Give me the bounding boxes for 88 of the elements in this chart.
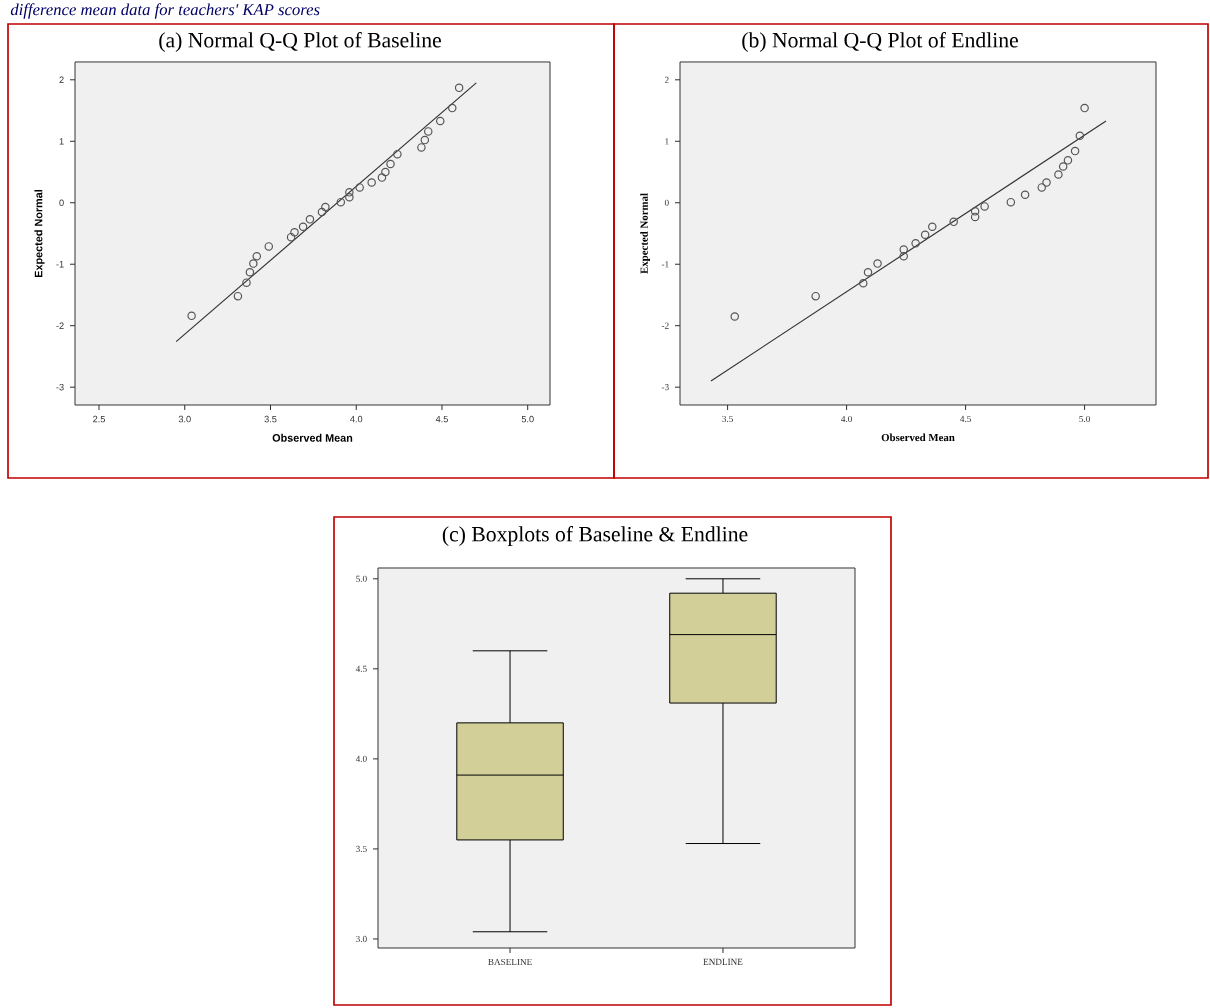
point bbox=[286, 232, 296, 242]
y-tick-label: -2 bbox=[661, 322, 669, 329]
point bbox=[355, 183, 364, 192]
point bbox=[321, 202, 330, 212]
y-tick-label: -3 bbox=[56, 383, 64, 391]
point bbox=[233, 291, 243, 301]
x-tick-label: 3.5 bbox=[722, 415, 733, 423]
x-axis-title: Observed Mean bbox=[272, 433, 353, 442]
point bbox=[242, 278, 251, 287]
point bbox=[1063, 156, 1073, 165]
y-tick-label: -2 bbox=[56, 322, 64, 329]
point bbox=[187, 311, 196, 321]
point bbox=[448, 103, 457, 113]
x-tick-label: BASELINE bbox=[488, 958, 532, 966]
y-axis-title: Expected Normal bbox=[34, 190, 45, 278]
point bbox=[420, 135, 430, 145]
point bbox=[336, 197, 346, 207]
x-axis-title: Observed Mean bbox=[881, 433, 955, 442]
point bbox=[1006, 197, 1016, 207]
point bbox=[1054, 170, 1063, 179]
point bbox=[899, 251, 908, 261]
x-tick-label: 5.0 bbox=[521, 415, 534, 423]
y-tick-label: 3.0 bbox=[356, 935, 367, 943]
point bbox=[949, 217, 958, 227]
point bbox=[345, 192, 354, 202]
point bbox=[305, 215, 315, 224]
point bbox=[1037, 183, 1047, 192]
y-tick-label: 1 bbox=[665, 138, 669, 145]
text: difference mean data for teachers' KAP scores bbox=[10, 3, 320, 19]
y-tick-label: -1 bbox=[661, 261, 669, 268]
point bbox=[298, 222, 308, 231]
chart-title: (c) Boxplots of Baseline & Endline bbox=[442, 526, 748, 546]
point bbox=[345, 188, 354, 197]
y-tick-label: 4.0 bbox=[355, 755, 367, 762]
point bbox=[393, 149, 402, 159]
point bbox=[252, 251, 262, 261]
point bbox=[1075, 131, 1085, 141]
point bbox=[424, 127, 433, 136]
point bbox=[970, 212, 980, 222]
y-tick-label: 1 bbox=[59, 138, 64, 145]
point bbox=[920, 230, 930, 239]
y-tick-label: -3 bbox=[661, 384, 669, 391]
x-tick-label: 4.5 bbox=[435, 415, 448, 423]
point bbox=[290, 228, 299, 237]
y-tick-label: 3.5 bbox=[356, 845, 367, 853]
point bbox=[970, 207, 980, 216]
point bbox=[1070, 146, 1080, 156]
point bbox=[1042, 178, 1051, 187]
chart-title: (b) Normal Q-Q Plot of Endline bbox=[742, 32, 1018, 52]
point bbox=[249, 259, 258, 268]
point bbox=[899, 245, 908, 254]
point bbox=[367, 178, 376, 187]
point bbox=[317, 207, 327, 217]
point bbox=[730, 312, 739, 321]
x-tick-label: 3.5 bbox=[264, 415, 277, 423]
y-tick-label: 0 bbox=[59, 199, 64, 206]
point bbox=[863, 267, 873, 277]
point bbox=[873, 259, 882, 268]
x-tick-label: 3.0 bbox=[178, 415, 191, 423]
point bbox=[454, 83, 464, 93]
point bbox=[1080, 103, 1089, 113]
point bbox=[1020, 190, 1030, 200]
point bbox=[436, 116, 445, 126]
x-tick-label: ENDLINE bbox=[703, 958, 743, 965]
y-tick-label: 4.5 bbox=[355, 665, 367, 672]
x-tick-label: 4.0 bbox=[841, 415, 852, 423]
chart-title: (a) Normal Q-Q Plot of Baseline bbox=[159, 32, 441, 52]
y-tick-label: -1 bbox=[56, 261, 64, 268]
point bbox=[859, 279, 868, 288]
y-tick-label: 0 bbox=[664, 199, 669, 206]
y-tick-label: 2 bbox=[59, 76, 64, 84]
y-tick-label: 2 bbox=[664, 76, 669, 83]
point bbox=[245, 267, 255, 277]
x-tick-label: 2.5 bbox=[93, 415, 105, 423]
point bbox=[381, 167, 390, 177]
point bbox=[980, 202, 989, 211]
y-axis-title: Expected Normal bbox=[640, 193, 651, 274]
point bbox=[811, 291, 820, 301]
x-tick-label: 5.0 bbox=[1079, 415, 1090, 423]
point bbox=[386, 159, 395, 169]
point bbox=[264, 242, 274, 251]
point bbox=[417, 143, 426, 152]
point bbox=[377, 173, 387, 182]
x-tick-label: 4.5 bbox=[960, 415, 971, 423]
point bbox=[1058, 162, 1068, 171]
point bbox=[911, 239, 920, 248]
y-tick-label: 5.0 bbox=[356, 575, 367, 582]
point bbox=[928, 222, 937, 231]
